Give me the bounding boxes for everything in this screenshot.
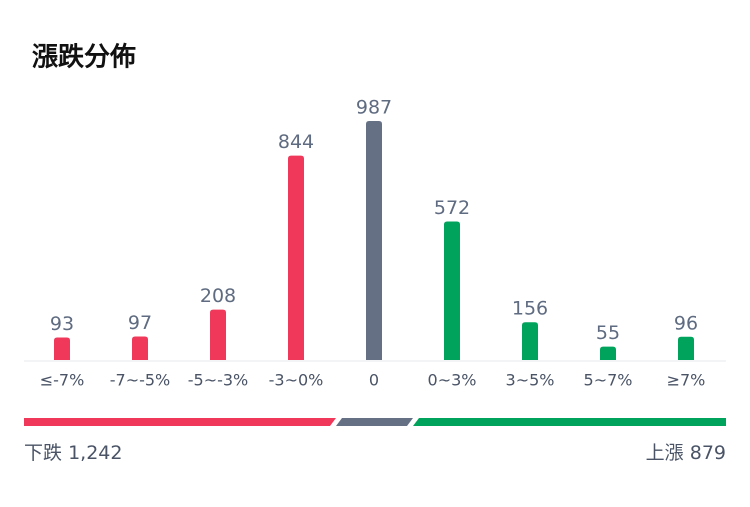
- up-count: 879: [690, 442, 726, 464]
- bar: [522, 322, 538, 360]
- value-label: 55: [596, 322, 620, 344]
- x-tick-label: ≤-7%: [40, 371, 85, 390]
- up-label: 上漲: [646, 442, 684, 464]
- value-label: 96: [674, 312, 698, 334]
- x-tick-label: -5~-3%: [188, 371, 249, 390]
- down-summary: 下跌 1,242: [24, 442, 122, 464]
- x-tick-label: -7~-5%: [110, 371, 171, 390]
- bar: [366, 121, 382, 360]
- down-bar: [24, 418, 336, 426]
- x-tick-label: 5~7%: [584, 371, 633, 390]
- value-label: 97: [128, 312, 152, 334]
- x-tick-label: 0~3%: [428, 371, 477, 390]
- value-label: 208: [200, 285, 236, 307]
- down-count: 1,242: [68, 442, 122, 464]
- value-label: 844: [278, 131, 314, 153]
- bar: [288, 155, 304, 360]
- value-label: 572: [434, 197, 470, 219]
- bar: [54, 337, 70, 360]
- flat-bar: [336, 418, 413, 426]
- bar: [444, 221, 460, 360]
- chart-title: 漲跌分佈: [32, 42, 136, 73]
- bar: [210, 309, 226, 360]
- value-label: 156: [512, 298, 548, 320]
- up-summary: 上漲 879: [646, 442, 726, 464]
- up-bar: [413, 418, 726, 426]
- bar: [600, 346, 616, 360]
- x-tick-label: ≥7%: [667, 371, 706, 390]
- x-tick-label: 3~5%: [506, 371, 555, 390]
- bar: [678, 336, 694, 360]
- value-label: 93: [50, 313, 74, 335]
- x-tick-label: -3~0%: [269, 371, 324, 390]
- x-tick-label: 0: [369, 371, 379, 390]
- bar: [132, 336, 148, 360]
- down-label: 下跌: [24, 442, 62, 464]
- value-label: 987: [356, 97, 392, 119]
